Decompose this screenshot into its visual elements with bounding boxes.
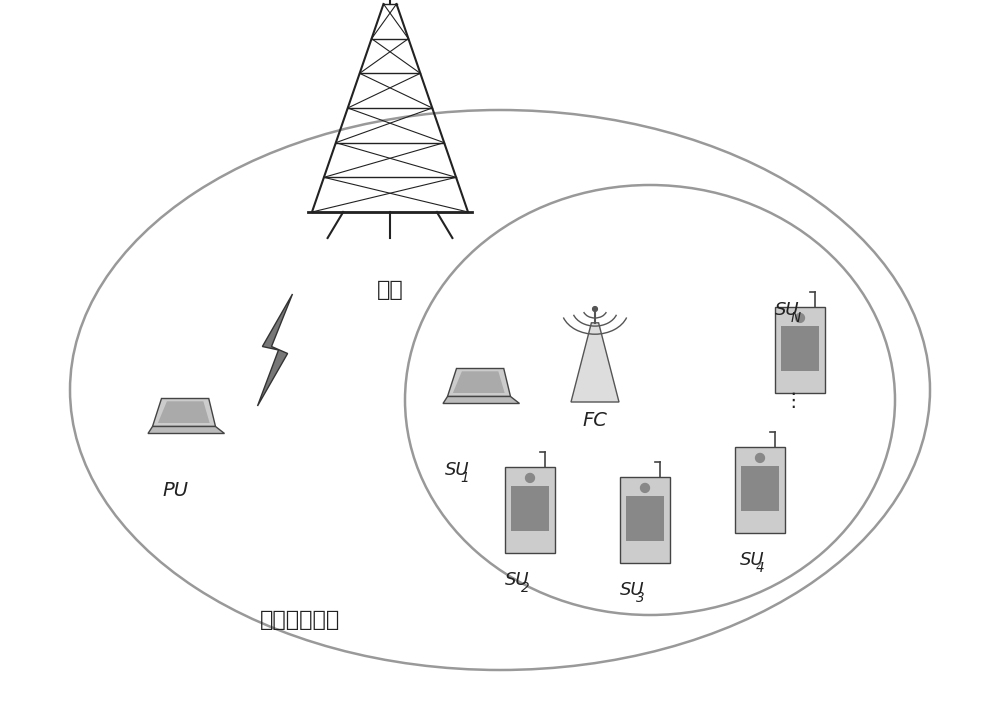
Ellipse shape <box>405 185 895 615</box>
Polygon shape <box>620 477 670 563</box>
Polygon shape <box>152 398 216 426</box>
Polygon shape <box>626 496 664 541</box>
Text: 1: 1 <box>461 471 469 485</box>
Polygon shape <box>505 468 555 553</box>
Circle shape <box>796 313 804 322</box>
Polygon shape <box>571 322 619 402</box>
Circle shape <box>593 306 597 311</box>
Text: PU: PU <box>162 480 188 500</box>
Text: ⋮: ⋮ <box>783 390 803 409</box>
Text: 认知无线网络: 认知无线网络 <box>260 610 340 630</box>
Circle shape <box>641 484 649 492</box>
Text: SU: SU <box>775 301 800 319</box>
Ellipse shape <box>70 110 930 670</box>
Polygon shape <box>453 372 505 393</box>
Text: 3: 3 <box>636 591 644 605</box>
Text: SU: SU <box>445 461 470 479</box>
Circle shape <box>526 473 534 482</box>
Polygon shape <box>775 307 825 393</box>
Polygon shape <box>735 447 785 533</box>
Text: 基站: 基站 <box>377 280 403 300</box>
Polygon shape <box>741 466 779 511</box>
Polygon shape <box>258 294 292 406</box>
Polygon shape <box>158 401 210 423</box>
Polygon shape <box>443 397 520 404</box>
Circle shape <box>756 454 764 463</box>
Text: 2: 2 <box>521 581 529 595</box>
Text: SU: SU <box>740 551 765 569</box>
Polygon shape <box>511 486 549 531</box>
Text: FC: FC <box>583 411 607 430</box>
Polygon shape <box>448 369 511 397</box>
Text: 4: 4 <box>756 561 764 575</box>
Polygon shape <box>781 327 819 372</box>
Polygon shape <box>148 426 224 433</box>
Text: SU: SU <box>505 571 530 589</box>
Text: N: N <box>791 311 801 325</box>
Text: SU: SU <box>620 581 644 599</box>
